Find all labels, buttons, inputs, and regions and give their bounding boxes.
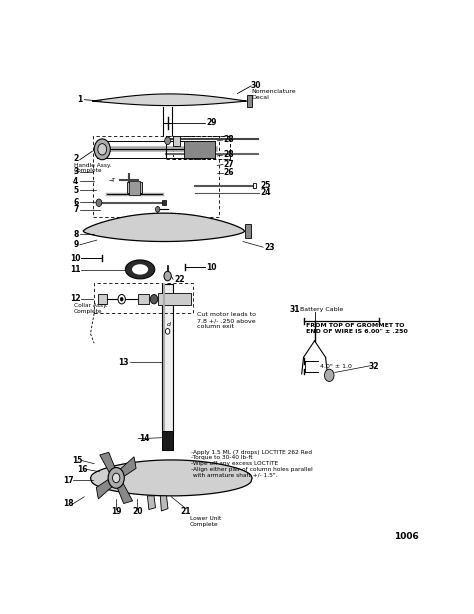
Bar (138, 294, 148, 305)
Text: 1006: 1006 (394, 532, 419, 541)
Circle shape (325, 369, 334, 381)
Text: 24: 24 (261, 188, 271, 197)
Text: 31: 31 (289, 305, 300, 314)
Text: 10: 10 (71, 254, 81, 263)
Text: 25: 25 (261, 181, 271, 190)
Text: 15: 15 (72, 456, 82, 465)
Text: 17: 17 (63, 476, 74, 485)
Text: 7: 7 (73, 205, 79, 214)
Circle shape (112, 473, 120, 483)
Text: 18: 18 (63, 499, 74, 508)
Text: 2: 2 (73, 154, 78, 163)
Text: 30: 30 (251, 80, 262, 90)
Text: Battery Cable: Battery Cable (300, 306, 343, 312)
Bar (184, 141, 215, 158)
Polygon shape (83, 213, 245, 241)
Circle shape (98, 144, 107, 155)
Text: 19: 19 (111, 507, 121, 516)
Text: 16: 16 (77, 465, 87, 474)
Circle shape (108, 467, 124, 488)
Text: →T: →T (109, 177, 116, 182)
Text: 29: 29 (206, 119, 217, 127)
Circle shape (165, 328, 170, 334)
Text: 28: 28 (224, 135, 235, 144)
Bar (245, 224, 251, 238)
Text: 10: 10 (206, 263, 217, 271)
Bar (127, 182, 142, 193)
Circle shape (150, 295, 158, 304)
Polygon shape (91, 460, 252, 496)
Text: 28: 28 (224, 150, 235, 160)
Text: 4.0" ± 1.0: 4.0" ± 1.0 (320, 364, 352, 369)
Bar (246, 95, 252, 107)
Text: 3: 3 (73, 167, 78, 176)
Text: Lower Unit
Complete: Lower Unit Complete (190, 516, 221, 527)
Polygon shape (118, 457, 136, 478)
Text: Cut motor leads to
7.8 +/- .250 above
column exit: Cut motor leads to 7.8 +/- .250 above co… (197, 313, 256, 329)
Bar (253, 184, 256, 188)
Text: 26: 26 (224, 168, 234, 177)
Circle shape (94, 139, 110, 160)
Ellipse shape (125, 260, 155, 279)
Text: Handle Assy.
Complete: Handle Assy. Complete (74, 163, 111, 173)
Text: 6: 6 (73, 198, 78, 207)
Text: 11: 11 (71, 265, 81, 274)
Text: -Apply 1.5 ML (7 drops) LOCTITE 262 Red
-Torque to 30-40 lb-ft
-Wipe off any exc: -Apply 1.5 ML (7 drops) LOCTITE 262 Red … (191, 449, 313, 478)
Bar (163, 430, 173, 449)
Polygon shape (100, 453, 117, 475)
Polygon shape (96, 478, 114, 499)
Bar (163, 284, 173, 435)
Circle shape (96, 199, 102, 206)
Text: 4: 4 (73, 176, 78, 185)
Bar (98, 294, 107, 305)
Text: 13: 13 (118, 357, 129, 367)
Text: 1: 1 (77, 95, 82, 104)
Text: 8: 8 (73, 230, 79, 239)
Text: 21: 21 (181, 507, 191, 516)
Circle shape (155, 206, 160, 212)
Polygon shape (160, 496, 168, 511)
Text: Collar Assy.
Complete: Collar Assy. Complete (74, 303, 108, 314)
Circle shape (118, 295, 125, 304)
Ellipse shape (132, 264, 148, 274)
Text: 27: 27 (224, 160, 235, 169)
Polygon shape (92, 94, 246, 106)
Text: d: d (166, 322, 170, 327)
Text: 9: 9 (73, 240, 78, 249)
Bar (158, 293, 191, 305)
Polygon shape (147, 496, 155, 510)
Bar (129, 182, 140, 195)
Text: 12: 12 (71, 293, 81, 303)
Bar (173, 136, 181, 146)
Text: FROM TOP OF GROMMET TO
END OF WIRE IS 6.00" ± .250: FROM TOP OF GROMMET TO END OF WIRE IS 6.… (306, 324, 408, 334)
Polygon shape (116, 481, 133, 503)
Text: Nomenclature
Decal: Nomenclature Decal (251, 89, 296, 99)
Text: 14: 14 (139, 434, 149, 443)
Bar (162, 200, 166, 205)
Text: 23: 23 (264, 243, 275, 252)
Text: 22: 22 (174, 275, 185, 284)
Circle shape (120, 297, 123, 301)
Text: 32: 32 (368, 362, 379, 371)
Text: 20: 20 (132, 507, 143, 516)
Circle shape (164, 271, 171, 281)
Circle shape (164, 137, 171, 144)
Text: 5: 5 (73, 186, 78, 195)
